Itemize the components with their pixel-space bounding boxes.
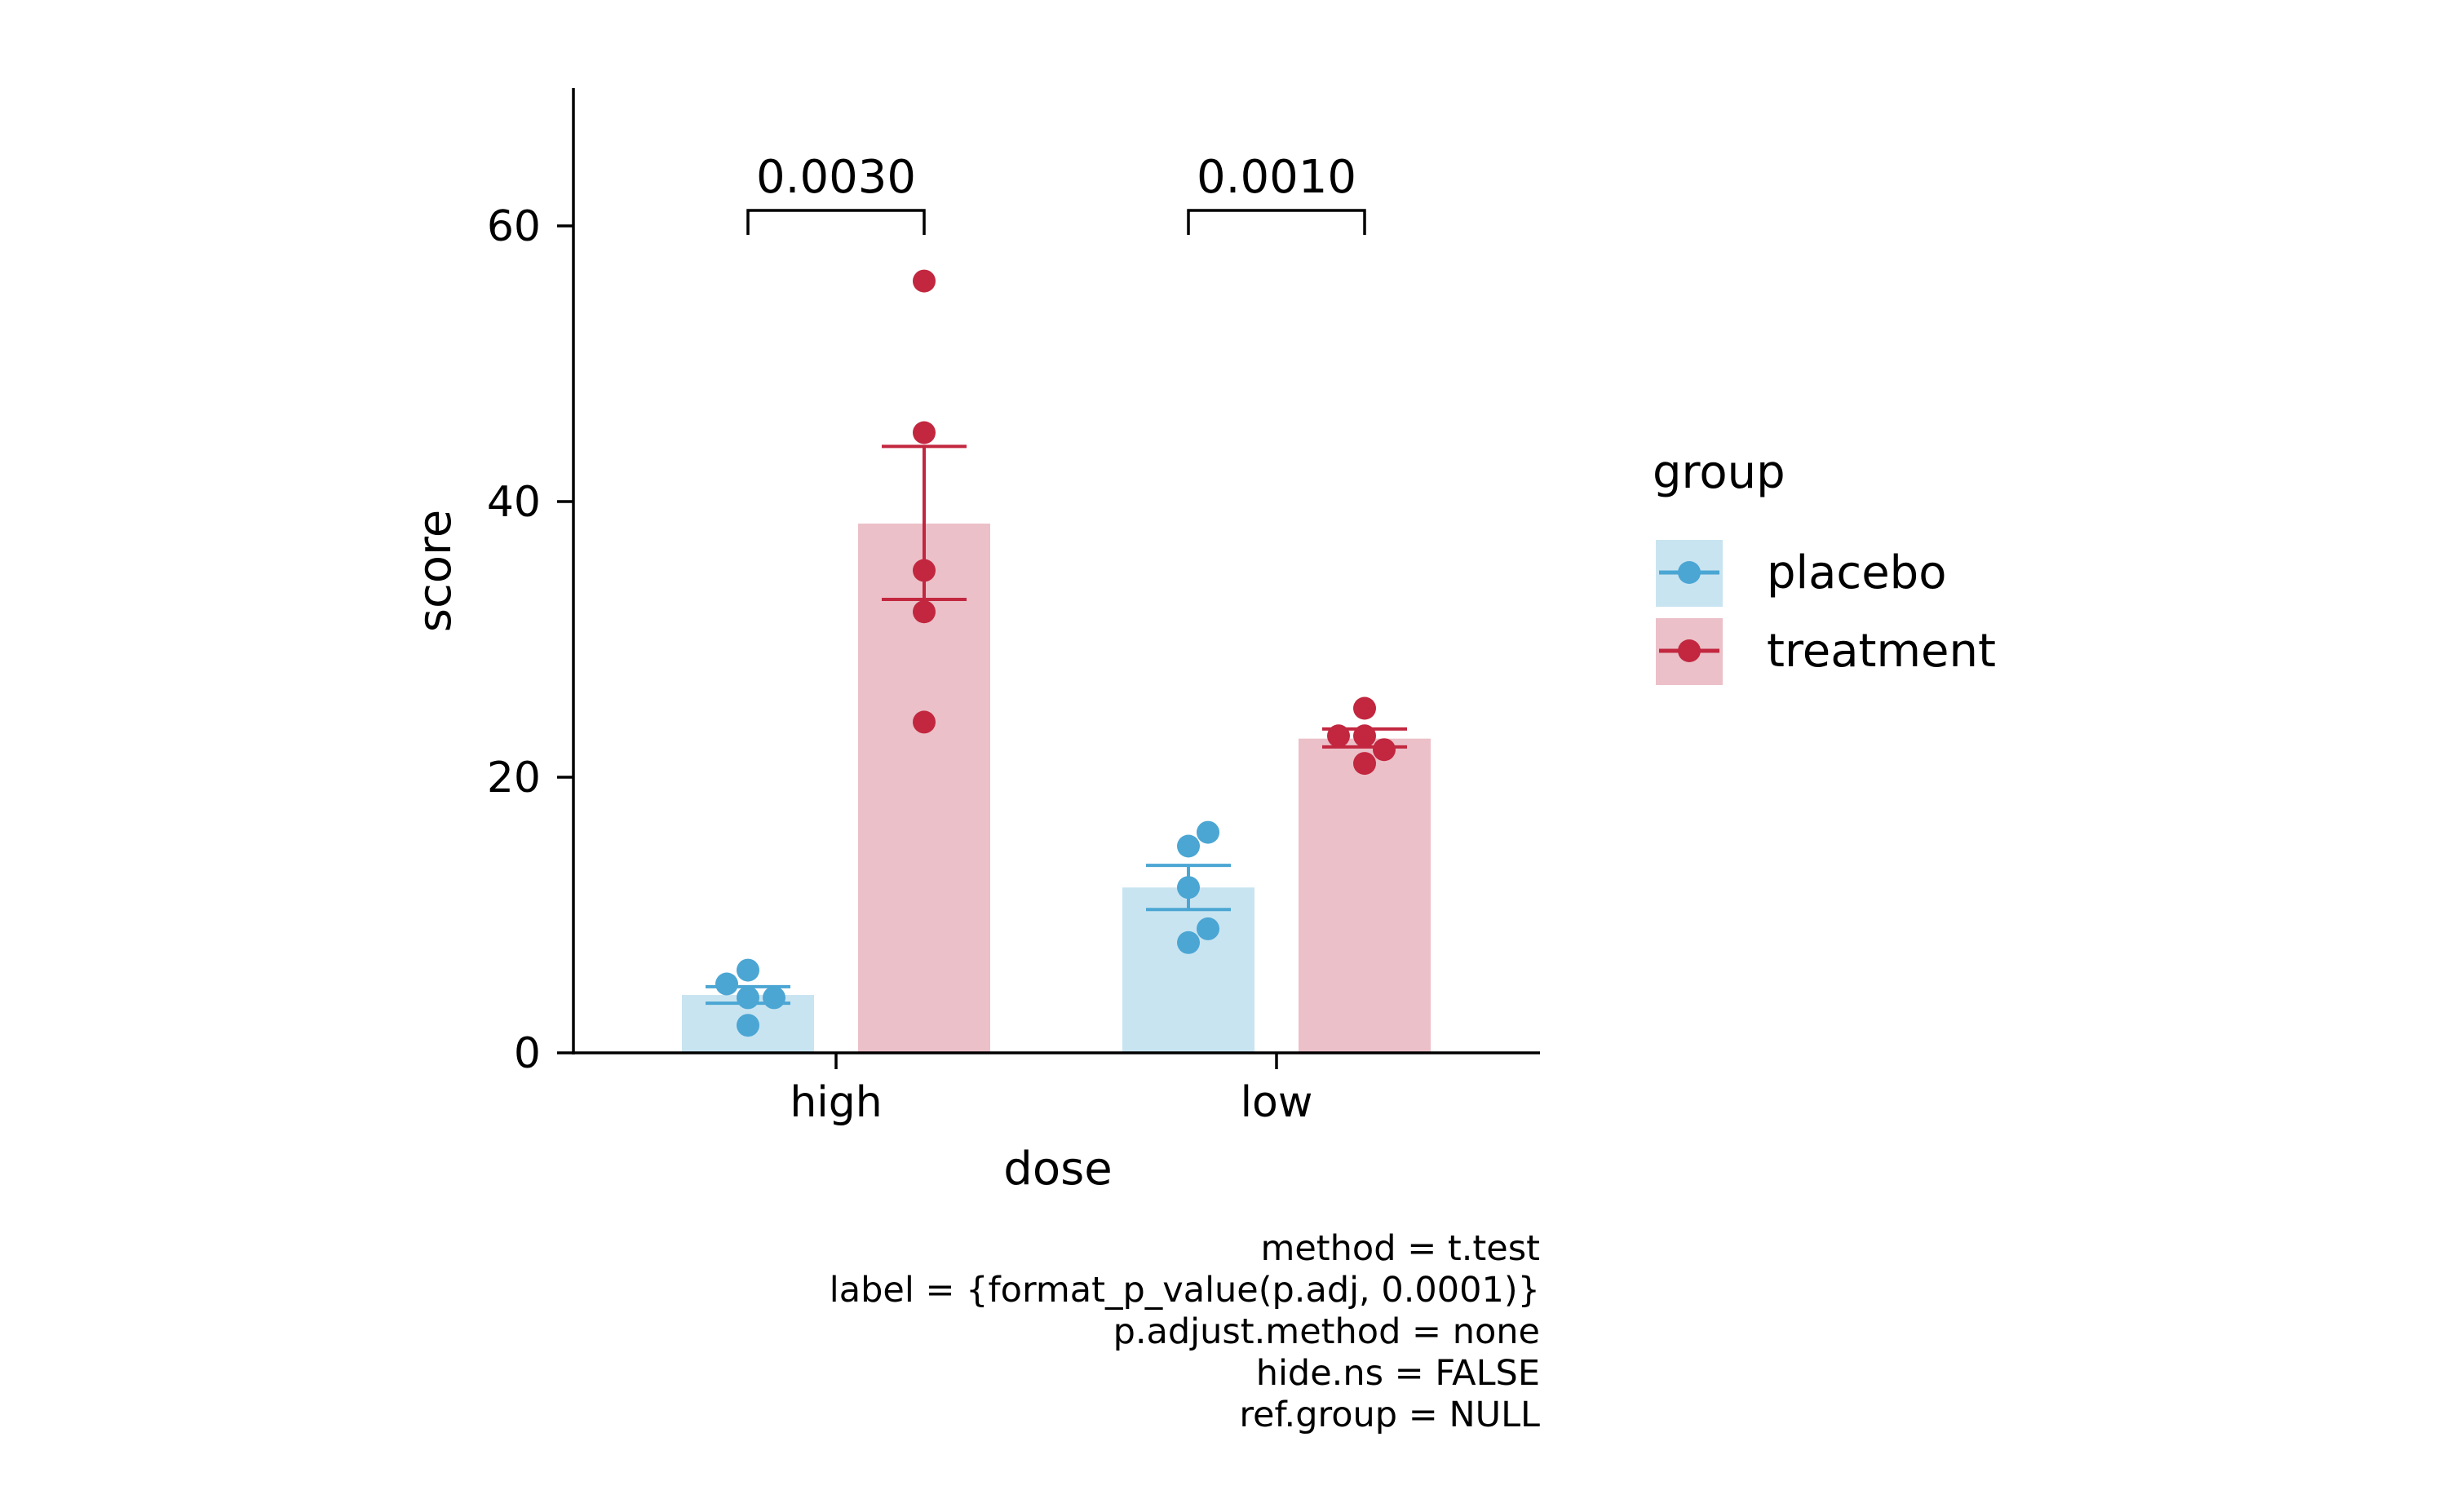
caption-line: hide.ns = FALSE [1256,1353,1540,1394]
legend-key-point [1678,639,1701,662]
legend-title: group [1653,446,1785,499]
data-point-placebo [1197,820,1219,844]
caption-line: label = {format_p_value(p.adj, 0.0001)} [830,1270,1540,1311]
data-point-treatment [913,269,936,293]
data-point-placebo [1197,917,1219,940]
x-tick-label-high: high [790,1078,882,1127]
bar-placebo-low [1122,887,1254,1053]
data-point-placebo [737,958,759,982]
caption-line: p.adjust.method = none [1113,1311,1540,1352]
points-layer [715,269,1396,1037]
data-point-placebo [737,1014,759,1037]
data-point-treatment [1353,752,1376,776]
legend-items: placebo treatment [1656,540,1996,685]
data-point-placebo [763,986,785,1010]
legend-label-placebo: placebo [1767,546,1946,599]
data-point-treatment [913,710,936,734]
data-point-placebo [737,986,759,1010]
x-axis-title: dose [1003,1143,1112,1196]
x-tick-label-low: low [1241,1078,1313,1127]
y-axis-title: score [409,510,462,632]
data-point-treatment [1353,696,1376,720]
data-point-treatment [913,600,936,624]
axes-layer: 0 20 40 60 high low [487,88,1540,1127]
y-tick-label: 20 [487,754,541,802]
data-point-placebo [1177,931,1200,954]
data-point-treatment [1327,724,1350,748]
significance-brackets: 0.0030 0.0010 [746,151,1366,235]
data-point-treatment [913,559,936,582]
y-tick-label: 40 [487,478,541,527]
y-tick-label: 0 [514,1029,541,1078]
p-value-label-low: 0.0010 [1197,151,1356,204]
legend-key-point [1678,561,1701,584]
y-tick-label: 60 [487,202,541,251]
bars-layer [682,524,1431,1053]
bracket-high [746,209,926,235]
caption-line: ref.group = NULL [1239,1395,1540,1435]
legend-label-treatment: treatment [1767,625,1996,678]
caption-line: method = t.test [1260,1228,1540,1269]
bar-treatment-low [1299,738,1431,1053]
data-point-treatment [1353,724,1376,748]
data-point-placebo [1177,834,1200,858]
data-point-treatment [1373,738,1396,762]
bracket-low [1187,209,1366,235]
data-point-placebo [1177,876,1200,900]
data-point-treatment [913,421,936,444]
p-value-label-high: 0.0030 [756,151,916,204]
legend: group placebo treatment [1653,446,1996,685]
data-point-placebo [715,972,738,996]
